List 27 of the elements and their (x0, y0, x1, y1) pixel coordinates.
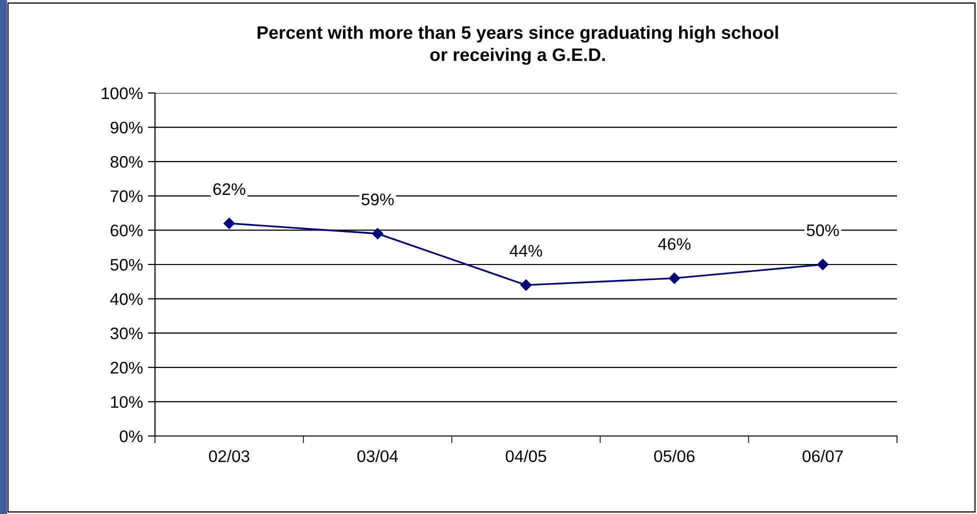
y-tick-label: 10% (111, 396, 143, 408)
y-tick-label: 60% (110, 224, 143, 236)
point (520, 279, 532, 291)
data-label: 62% (213, 183, 246, 196)
point (817, 258, 828, 270)
y-tick-label: 90% (110, 122, 143, 134)
y-tick-label: 40% (110, 293, 143, 306)
y-tick-label: 80% (110, 156, 143, 168)
y-tick-label: 100% (102, 87, 143, 100)
data-label: 44% (510, 245, 542, 257)
x-tick-label: 02/03 (209, 450, 250, 462)
point (224, 218, 235, 229)
y-tick-label: 0% (120, 430, 143, 442)
y-tick-label: 30% (110, 328, 143, 340)
x-tick-label: 04/05 (506, 450, 546, 462)
x-tick-label: 06/07 (802, 450, 843, 462)
y-tick-label: 50% (110, 258, 143, 271)
data-label: 59% (362, 194, 394, 206)
y-tick-label: 20% (110, 362, 143, 374)
y-tick-label: 70% (110, 190, 143, 202)
data-label: 46% (658, 238, 690, 250)
data-label: 50% (806, 224, 839, 236)
x-tick-label: 05/06 (654, 450, 695, 462)
point (372, 228, 384, 240)
point (668, 272, 680, 284)
x-tick-label: 03/04 (357, 450, 398, 462)
chart-title: Percent with more than 5 years since graduating high school or receiving a G.E.D. (258, 26, 778, 65)
